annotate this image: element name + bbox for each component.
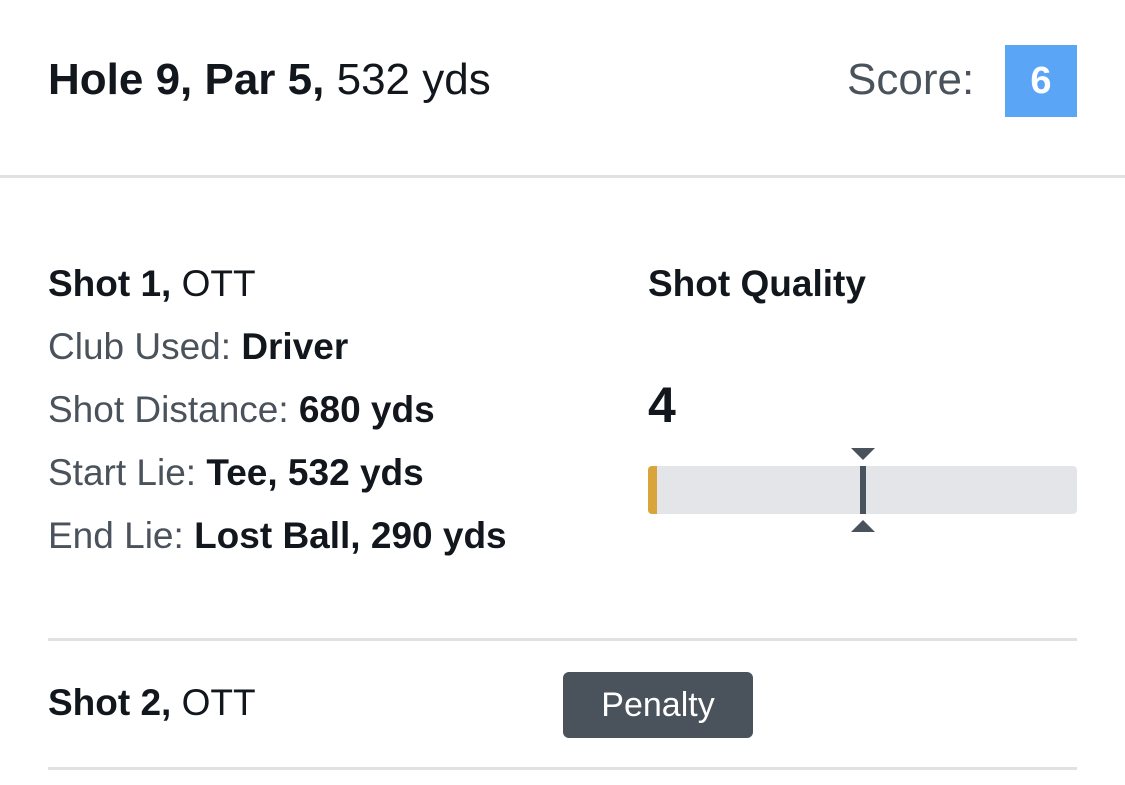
marker-bottom-triangle-icon bbox=[851, 520, 875, 532]
penalty-badge: Penalty bbox=[563, 672, 753, 738]
marker-top-triangle-icon bbox=[851, 448, 875, 460]
club-used-row: Club Used: Driver bbox=[48, 323, 507, 386]
shot-1-title: Shot 1, OTT bbox=[48, 260, 507, 323]
shot-distance-label: Shot Distance: bbox=[48, 389, 289, 430]
shot-quality-fill bbox=[648, 466, 657, 514]
shot-quality-baseline-marker bbox=[851, 448, 875, 532]
marker-line bbox=[860, 466, 866, 514]
shot-2-category: OTT bbox=[181, 682, 256, 723]
shot-1-category: OTT bbox=[181, 263, 256, 304]
club-used-label: Club Used: bbox=[48, 326, 232, 367]
shot-2-title[interactable]: Shot 2, OTT bbox=[48, 679, 256, 727]
shot-1-details: Shot 1, OTT Club Used: Driver Shot Dista… bbox=[48, 260, 507, 575]
shot-quality-title: Shot Quality bbox=[648, 263, 866, 304]
shot-2-number: Shot 2, bbox=[48, 682, 172, 723]
shot-quality-value: 4 bbox=[648, 377, 676, 433]
score-badge[interactable]: 6 bbox=[1005, 45, 1077, 117]
shot-1-number: Shot 1, bbox=[48, 263, 172, 304]
end-lie-row: End Lie: Lost Ball, 290 yds bbox=[48, 512, 507, 575]
hole-header: Hole 9, Par 5, 532 yds Score: 6 bbox=[0, 0, 1125, 178]
hole-title: Hole 9, Par 5, 532 yds bbox=[48, 52, 491, 108]
divider bbox=[48, 638, 1077, 641]
shot-distance-row: Shot Distance: 680 yds bbox=[48, 386, 507, 449]
end-lie-value: Lost Ball, 290 yds bbox=[194, 515, 507, 556]
hole-label: Hole 9, Par 5, bbox=[48, 55, 325, 104]
end-lie-label: End Lie: bbox=[48, 515, 184, 556]
divider bbox=[48, 767, 1077, 770]
start-lie-label: Start Lie: bbox=[48, 452, 197, 493]
start-lie-value: Tee, 532 yds bbox=[206, 452, 424, 493]
club-used-value: Driver bbox=[241, 326, 349, 367]
shot-distance-value: 680 yds bbox=[298, 389, 435, 430]
score-label: Score: bbox=[847, 55, 975, 104]
hole-distance: 532 yds bbox=[336, 55, 491, 104]
start-lie-row: Start Lie: Tee, 532 yds bbox=[48, 449, 507, 512]
